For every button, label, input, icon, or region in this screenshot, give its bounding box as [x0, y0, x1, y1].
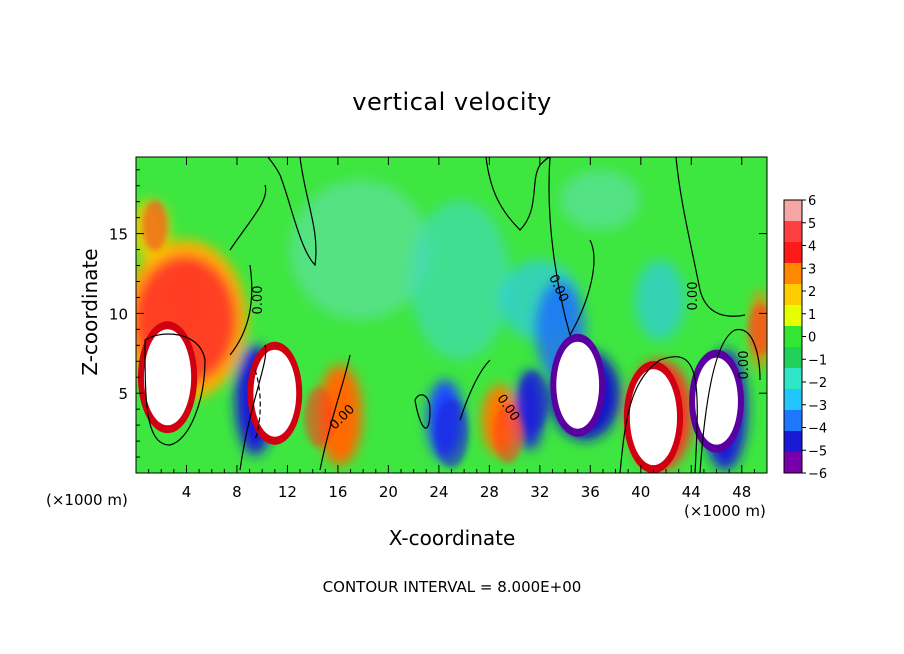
cell-core [253, 349, 297, 437]
colorbar-segment [784, 410, 802, 432]
colorbar-tick-label: −1 [808, 353, 827, 368]
contour-interval-text: CONTOUR INTERVAL = 8.000E+00 [322, 578, 582, 596]
colorbar-segment [784, 452, 802, 474]
data-cell [434, 398, 469, 468]
y-tick-label: 15 [109, 226, 128, 244]
colorbar-segment [784, 242, 802, 264]
colorbar-tick-label: −6 [808, 467, 827, 482]
cell-core [748, 303, 767, 355]
x-tick-label: 28 [480, 483, 499, 501]
cell-core [518, 371, 549, 432]
x-axis: 4 8 12 16 20 24 28 32 36 40 44 48 [148, 157, 755, 501]
x-unit-label-right: (×1000 m) [684, 502, 766, 520]
cell-core [493, 403, 524, 464]
x-tick-label: 36 [581, 483, 600, 501]
data-cell [493, 403, 524, 464]
contour-label: 0.00 [686, 282, 701, 311]
data-cell [550, 333, 606, 437]
chart-title: vertical velocity [352, 88, 552, 116]
x-unit-label-left: (×1000 m) [46, 491, 128, 509]
cell-core [171, 267, 202, 328]
x-tick-label: 40 [631, 483, 650, 501]
cell-core [434, 398, 469, 468]
x-tick-label: 24 [429, 483, 448, 501]
colorbar-tick-label: 0 [808, 331, 816, 346]
y-tick-label: 10 [109, 305, 128, 323]
x-axis-label: X-coordinate [388, 526, 516, 550]
x-tick-label: 16 [328, 483, 347, 501]
y-axis-label: Z-coordinate [78, 248, 102, 376]
colorbar-segment [784, 284, 802, 306]
colorbar-segment [784, 305, 802, 327]
colorbar-tick-label: 6 [808, 194, 816, 209]
colorbar-segment [784, 200, 802, 222]
colorbar-segment [784, 221, 802, 243]
data-cell [171, 267, 202, 328]
contour-label: 0.00 [737, 351, 752, 380]
data-cell [137, 321, 198, 434]
data-cell [748, 303, 767, 355]
y-axis: 5 10 15 [109, 169, 767, 458]
cell-core [695, 357, 738, 445]
colorbar-segment [784, 326, 802, 348]
cell-core [304, 387, 334, 448]
colorbar-tick-label: 2 [808, 285, 816, 300]
x-tick-label: 12 [278, 483, 297, 501]
contour-lines [144, 157, 761, 473]
colorbar-segment [784, 368, 802, 390]
cell-core [142, 200, 168, 252]
cell-core [556, 341, 600, 429]
data-cell [304, 387, 334, 448]
colorbar: 6 5 4 3 2 1 0 −1 −2 −3 −4 −5 −6 [783, 194, 827, 482]
contour-label: 0.00 [251, 286, 266, 315]
cell-core [629, 369, 678, 466]
data-cell [518, 371, 549, 432]
colorbar-tick-label: 1 [808, 308, 816, 323]
x-tick-label: 4 [182, 483, 192, 501]
colorbar-tick-label: 3 [808, 262, 816, 277]
colorbar-segment [784, 431, 802, 453]
y-tick-label: 5 [118, 385, 128, 403]
x-tick-label: 8 [232, 483, 242, 501]
colorbar-tick-label: −5 [808, 444, 827, 459]
colorbar-tick-label: 4 [808, 240, 816, 255]
x-tick-label: 44 [682, 483, 701, 501]
colorbar-segment [784, 263, 802, 285]
cell-core [143, 329, 192, 426]
data-cell [689, 349, 744, 453]
colorbar-tick-label: −3 [808, 399, 827, 414]
data-cell [247, 341, 303, 445]
colorbar-tick-label: −4 [808, 422, 827, 437]
colorbar-segment [784, 347, 802, 369]
data-cell [142, 200, 168, 252]
colorbar-segment [784, 389, 802, 411]
data-cell [623, 361, 684, 473]
colorbar-tick-label: −2 [808, 376, 827, 391]
x-tick-label: 32 [530, 483, 549, 501]
x-tick-label: 20 [379, 483, 398, 501]
x-tick-label: 48 [732, 483, 751, 501]
colorbar-tick-label: 5 [808, 217, 816, 232]
